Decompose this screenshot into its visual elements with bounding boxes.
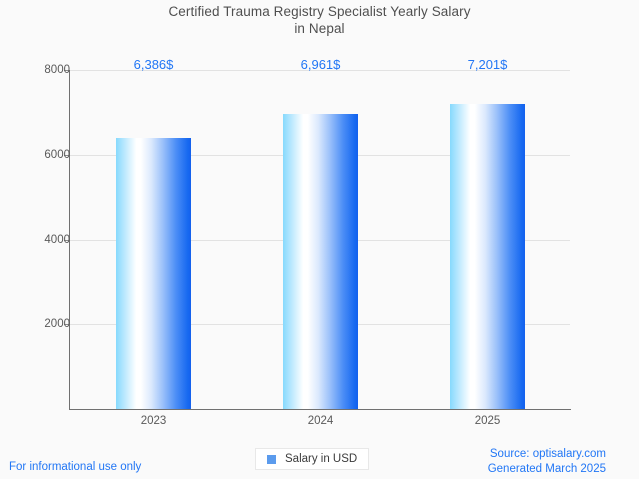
disclaimer-text: For informational use only [9, 461, 142, 473]
x-tick-label-2024: 2024 [307, 415, 334, 427]
y-tick-mark-6000 [64, 154, 69, 156]
bar-2024[interactable] [283, 114, 358, 409]
bar-2023[interactable] [116, 138, 191, 409]
chart-legend[interactable]: Salary in USD [255, 448, 370, 470]
gridline-8000 [70, 70, 570, 71]
x-axis-line [69, 409, 571, 410]
y-tick-label-4000: 4000 [44, 233, 70, 246]
value-label-2025: 7,201$ [467, 57, 508, 72]
y-tick-mark-2000 [64, 324, 69, 326]
y-tick-mark-4000 [64, 239, 69, 241]
x-tick-label-2023: 2023 [140, 415, 167, 427]
source-text: Source: optisalary.com [489, 448, 606, 460]
value-label-2023: 6,386$ [133, 57, 174, 72]
chart-title: Certified Trauma Registry Specialist Yea… [168, 4, 471, 36]
source-attribution: Source: optisalary.com Generated March 2… [488, 447, 606, 476]
value-label-2024: 6,961$ [300, 57, 341, 72]
legend-item-label: Salary in USD [285, 453, 358, 465]
y-tick-label-2000: 2000 [44, 318, 70, 331]
y-tick-label-6000: 6000 [44, 148, 70, 161]
y-tick-mark-8000 [64, 70, 69, 71]
plot-area: 8000 6000 4000 2000 [44, 64, 570, 409]
y-axis-line [69, 70, 70, 410]
bar-2025[interactable] [450, 103, 525, 409]
y-tick-label-8000: 8000 [44, 64, 70, 76]
square-swatch-icon [267, 454, 276, 464]
generated-date-text: Generated March 2025 [487, 462, 606, 475]
x-tick-label-2025: 2025 [474, 415, 501, 427]
